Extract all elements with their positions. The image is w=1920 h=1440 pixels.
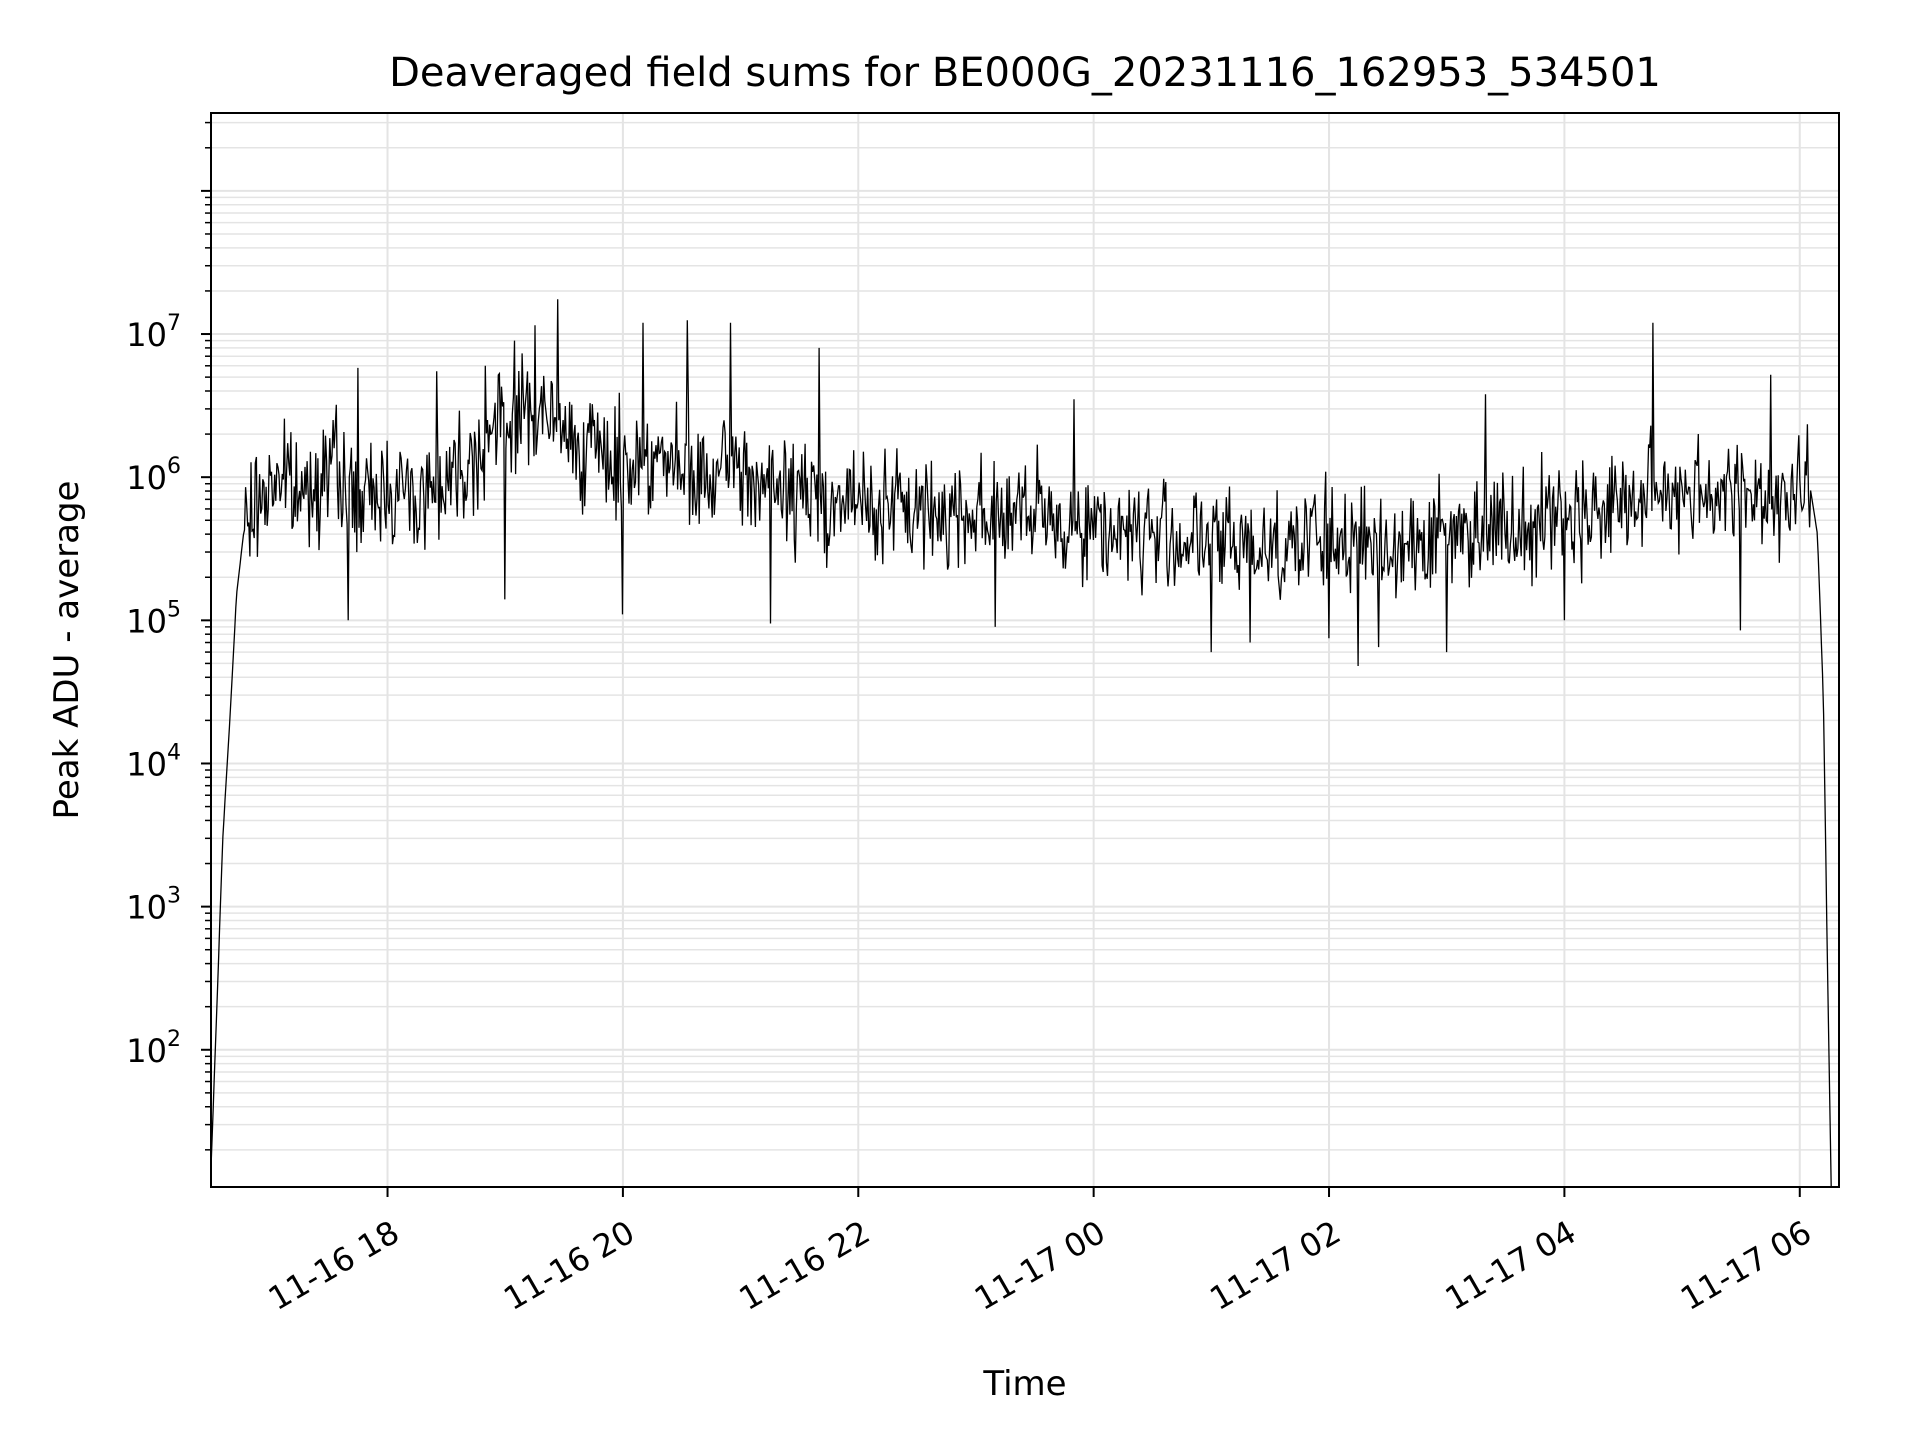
x-grid (386, 113, 1801, 1187)
y-tick-label: 105 (126, 597, 181, 640)
x-tick-label: 11-17 02 (1203, 1213, 1347, 1318)
chart-title: Deaveraged field sums for BE000G_2023111… (389, 50, 1661, 96)
series-line (210, 299, 1832, 1188)
x-ticks: 11-16 18 11-16 20 11-16 22 11-17 00 11-17 02… (262, 1187, 1818, 1318)
y-tick-label: 103 (126, 884, 181, 927)
x-tick-label: 11-16 18 (262, 1213, 406, 1318)
x-tick-label: 11-17 06 (1674, 1213, 1818, 1318)
y-ticks: 102 103 104 105 106 107 (126, 121, 211, 1151)
x-axis-label: Time (982, 1364, 1066, 1404)
y-grid (211, 121, 1839, 1151)
y-axis-label: Peak ADU - average (47, 481, 87, 820)
y-tick-label: 106 (126, 454, 181, 497)
x-tick-label: 11-17 04 (1439, 1213, 1583, 1318)
x-tick-label: 11-17 00 (968, 1213, 1112, 1318)
series-layer (210, 299, 1832, 1188)
y-tick-label: 104 (126, 740, 181, 783)
y-tick-label: 107 (126, 311, 181, 354)
x-tick-label: 11-16 22 (733, 1213, 877, 1318)
x-tick-label: 11-16 20 (497, 1213, 641, 1318)
y-tick-label: 102 (126, 1027, 181, 1070)
plot-frame (210, 112, 1840, 1188)
